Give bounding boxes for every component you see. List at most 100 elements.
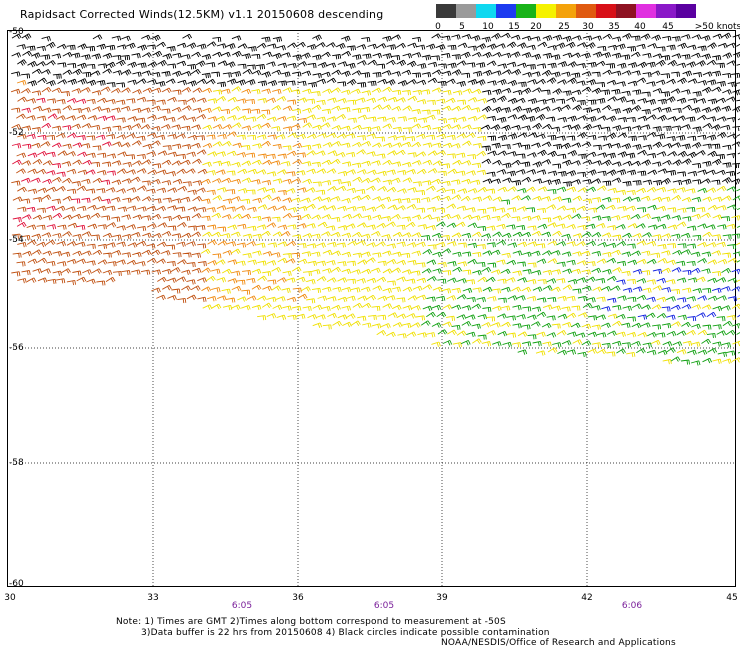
wind-barb bbox=[405, 221, 416, 228]
wind-barb bbox=[130, 176, 141, 183]
wind-barb bbox=[686, 225, 697, 231]
wind-barb bbox=[646, 153, 657, 159]
wind-barb bbox=[566, 170, 577, 177]
wind-barb bbox=[516, 261, 526, 267]
wind-barb bbox=[612, 304, 622, 311]
wind-barb bbox=[121, 270, 131, 276]
wind-barb bbox=[611, 36, 622, 42]
wind-barb bbox=[552, 215, 563, 221]
wind-barb bbox=[222, 214, 232, 220]
wind-barb bbox=[532, 123, 542, 130]
wind-barb bbox=[446, 188, 456, 194]
wind-barb bbox=[587, 207, 597, 213]
wind-barb bbox=[246, 189, 256, 195]
wind-barb bbox=[82, 269, 92, 275]
wind-barb bbox=[152, 50, 163, 58]
wind-barb bbox=[736, 188, 740, 192]
wind-barb bbox=[227, 96, 238, 103]
wind-barb bbox=[691, 323, 701, 330]
wind-barb bbox=[731, 141, 740, 147]
wind-barb bbox=[101, 215, 111, 221]
wind-barb bbox=[612, 234, 622, 240]
wind-barb bbox=[76, 135, 86, 141]
wind-barb bbox=[147, 114, 157, 121]
wind-barb bbox=[52, 73, 62, 79]
wind-barb bbox=[76, 276, 87, 283]
wind-barb bbox=[626, 116, 636, 123]
wind-barb bbox=[272, 88, 282, 95]
wind-barb bbox=[57, 62, 67, 68]
wind-barb bbox=[526, 64, 536, 70]
wind-barb bbox=[491, 322, 501, 328]
wind-barb bbox=[431, 69, 442, 75]
wind-barb bbox=[367, 169, 377, 175]
wind-barb bbox=[630, 214, 641, 220]
wind-barb bbox=[472, 70, 483, 77]
wind-barb bbox=[277, 205, 288, 211]
wind-barb bbox=[192, 196, 202, 202]
wind-barb bbox=[21, 214, 32, 220]
wind-barb bbox=[197, 261, 207, 267]
wind-barb bbox=[246, 295, 257, 301]
wind-barb bbox=[646, 296, 656, 303]
wind-barb bbox=[736, 43, 740, 47]
wind-barb bbox=[731, 268, 740, 275]
wind-barb bbox=[601, 232, 612, 238]
wind-barb bbox=[181, 285, 191, 291]
wind-barb bbox=[256, 242, 266, 249]
wind-barb bbox=[562, 52, 573, 58]
wind-barb bbox=[182, 252, 192, 258]
wind-barb bbox=[216, 151, 226, 157]
wind-barb bbox=[302, 107, 312, 114]
wind-barb bbox=[711, 70, 722, 77]
wind-barb bbox=[75, 241, 86, 248]
wind-barb bbox=[162, 285, 172, 291]
wind-barb bbox=[441, 288, 452, 294]
wind-barb bbox=[321, 214, 332, 220]
wind-barb bbox=[732, 125, 740, 132]
wind-barb bbox=[622, 196, 633, 202]
wind-barb bbox=[306, 243, 317, 249]
wind-barb bbox=[522, 71, 532, 78]
wind-barb bbox=[346, 260, 356, 266]
wind-barb bbox=[721, 105, 732, 112]
wind-barb bbox=[442, 270, 452, 276]
wind-barb bbox=[356, 135, 366, 141]
wind-barb bbox=[86, 188, 96, 194]
wind-barb bbox=[342, 161, 352, 167]
wind-barb bbox=[367, 116, 377, 122]
wind-barb bbox=[180, 159, 191, 166]
wind-barb bbox=[432, 268, 442, 274]
wind-barb bbox=[716, 116, 727, 122]
wind-barb bbox=[221, 268, 232, 275]
wind-barb bbox=[86, 63, 96, 70]
wind-barb bbox=[96, 280, 106, 286]
wind-barb bbox=[562, 90, 572, 96]
wind-barb bbox=[76, 205, 87, 212]
wind-barb bbox=[330, 231, 341, 238]
wind-barb bbox=[687, 316, 697, 322]
wind-barb bbox=[386, 331, 396, 338]
wind-barb bbox=[436, 150, 446, 156]
wind-barb bbox=[361, 140, 372, 147]
wind-barb bbox=[121, 214, 131, 220]
lon-label-36: 36 bbox=[292, 593, 304, 603]
wind-barb bbox=[306, 203, 316, 210]
wind-barb bbox=[542, 250, 552, 256]
wind-barb bbox=[206, 41, 217, 47]
wind-barb bbox=[171, 143, 182, 150]
wind-barb bbox=[396, 297, 406, 303]
wind-barb bbox=[16, 168, 26, 174]
wind-barb bbox=[301, 161, 312, 167]
wind-barb bbox=[126, 98, 136, 104]
wind-barb bbox=[101, 107, 111, 113]
wind-barb bbox=[202, 304, 213, 310]
wind-barb bbox=[411, 305, 421, 311]
wind-barb bbox=[242, 108, 252, 114]
wind-barb bbox=[452, 90, 463, 96]
wind-barb bbox=[676, 62, 687, 69]
wind-barb bbox=[636, 240, 647, 246]
wind-barb bbox=[306, 44, 317, 51]
wind-barb bbox=[187, 63, 197, 70]
wind-barb bbox=[552, 342, 562, 348]
